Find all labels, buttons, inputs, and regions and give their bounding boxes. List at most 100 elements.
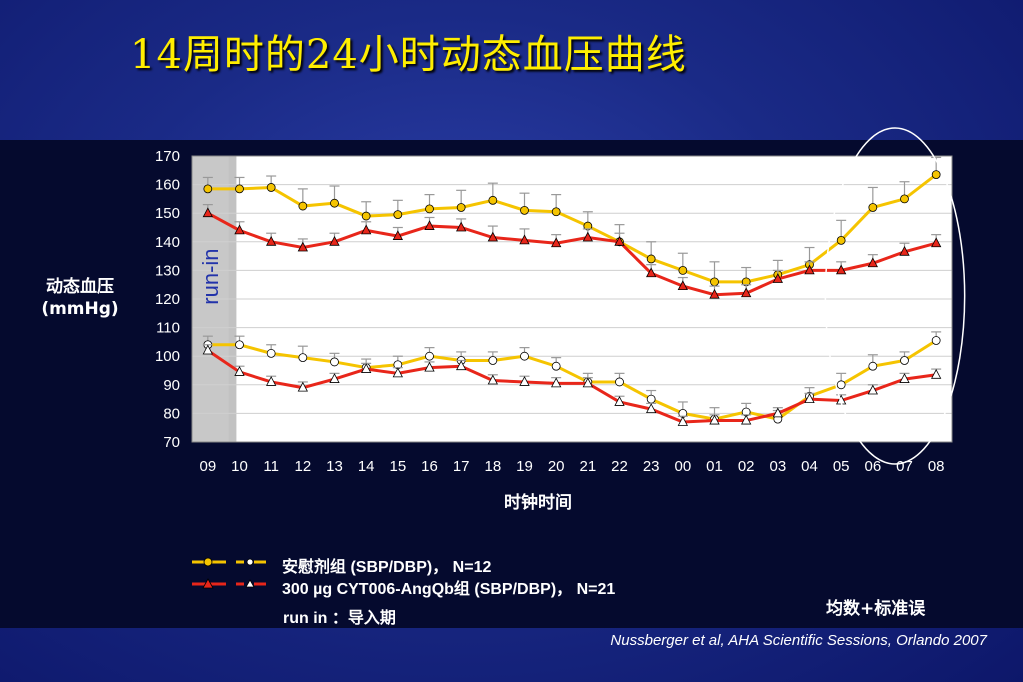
y-tick-label: 70	[163, 434, 180, 451]
x-tick-label: 02	[738, 458, 755, 475]
series-line-treatment-dbp	[206, 349, 937, 424]
data-point	[709, 414, 720, 425]
y-tick-label: 110	[156, 320, 180, 337]
legend-treatment-swatch	[192, 578, 266, 589]
x-tick-label: 13	[326, 458, 343, 475]
y-axis-label-line2: (mmHg)	[41, 299, 119, 319]
series-line-placebo-dbp	[207, 339, 937, 421]
data-point	[425, 351, 434, 361]
x-tick-label: 18	[484, 458, 501, 475]
legend-placebo: 安慰剂组 (SBP/DBP)， N=12	[190, 553, 810, 576]
data-point	[234, 224, 245, 235]
data-point	[519, 376, 530, 386]
x-tick-label: 08	[928, 458, 945, 475]
legend-treatment: 300 µg CYT006-AngQb组 (SBP/DBP)， N=21	[190, 575, 810, 598]
x-tick-label: 04	[801, 458, 818, 475]
data-point	[456, 203, 466, 212]
data-point	[931, 170, 941, 179]
data-point	[867, 257, 878, 268]
data-point	[804, 264, 815, 275]
x-axis-label: 时钟时间	[504, 493, 572, 513]
data-point	[900, 194, 909, 204]
data-point	[709, 288, 720, 299]
data-point	[931, 336, 941, 345]
data-point	[488, 195, 498, 205]
data-point	[678, 265, 688, 275]
data-point	[867, 384, 878, 395]
data-point	[203, 184, 213, 194]
x-tick-label: 17	[453, 458, 470, 475]
data-point	[836, 264, 847, 275]
x-tick-label: 11	[263, 458, 279, 475]
data-point	[741, 414, 752, 425]
data-point	[202, 207, 213, 218]
x-tick-label: 05	[833, 458, 850, 475]
data-point	[488, 356, 498, 365]
data-point	[361, 211, 371, 221]
data-point	[646, 403, 657, 414]
data-point	[297, 381, 308, 392]
error-note: 均数+标准误	[826, 599, 926, 619]
data-point	[899, 373, 910, 383]
y-tick-label: 140	[155, 234, 180, 251]
data-point	[425, 204, 434, 214]
x-tick-label: 15	[389, 458, 406, 475]
y-tick-label: 90	[163, 377, 180, 394]
data-point	[298, 353, 308, 363]
data-point	[836, 235, 846, 245]
data-point	[677, 416, 688, 426]
y-tick-label: 100	[155, 348, 180, 365]
data-point	[677, 280, 688, 291]
data-point	[614, 396, 625, 406]
x-tick-label: 01	[706, 458, 723, 475]
x-tick-label: 10	[231, 458, 248, 475]
x-tick-label: 06	[864, 458, 881, 475]
legend-placebo-label: 安慰剂组 (SBP/DBP)， N=12	[282, 559, 492, 576]
runin-note: run in ：导入期	[283, 610, 396, 627]
y-tick-label: 120	[155, 291, 180, 308]
data-point	[235, 184, 244, 194]
x-tick-label: 21	[579, 458, 596, 475]
data-point	[297, 241, 308, 252]
data-point	[234, 366, 245, 376]
y-tick-label: 170	[155, 148, 180, 165]
data-point	[646, 254, 656, 264]
data-point	[582, 377, 593, 388]
data-point	[772, 407, 783, 418]
data-point	[614, 235, 625, 246]
data-point	[900, 356, 909, 365]
y-tick-label: 130	[155, 262, 180, 279]
data-point	[329, 373, 340, 383]
series-line-treatment-sbp	[207, 211, 937, 297]
data-point	[361, 224, 372, 235]
data-point	[931, 368, 942, 379]
data-point	[741, 287, 752, 298]
data-point	[551, 377, 562, 388]
data-point	[330, 357, 339, 367]
x-tick-label: 20	[548, 458, 565, 475]
x-tick-label: 14	[358, 458, 375, 475]
data-point	[868, 203, 878, 212]
data-point	[519, 234, 530, 245]
data-point	[487, 374, 498, 385]
x-tick-label: 12	[294, 458, 311, 475]
data-point	[266, 376, 277, 386]
data-point	[266, 235, 277, 246]
data-point	[424, 220, 435, 230]
data-point	[710, 277, 719, 287]
y-tick-label: 150	[155, 205, 180, 222]
data-point	[330, 198, 339, 208]
data-point	[456, 221, 467, 232]
highlight-ellipse	[824, 127, 966, 465]
slide-title: 14周时的24小时动态血压曲线	[130, 32, 687, 78]
data-point	[393, 210, 403, 220]
data-point	[392, 230, 403, 240]
data-point	[520, 351, 529, 361]
x-tick-label: 07	[896, 458, 913, 475]
data-point	[899, 245, 910, 256]
data-point	[424, 361, 435, 372]
data-point	[551, 237, 562, 248]
data-point	[772, 273, 783, 283]
data-point	[266, 348, 276, 358]
